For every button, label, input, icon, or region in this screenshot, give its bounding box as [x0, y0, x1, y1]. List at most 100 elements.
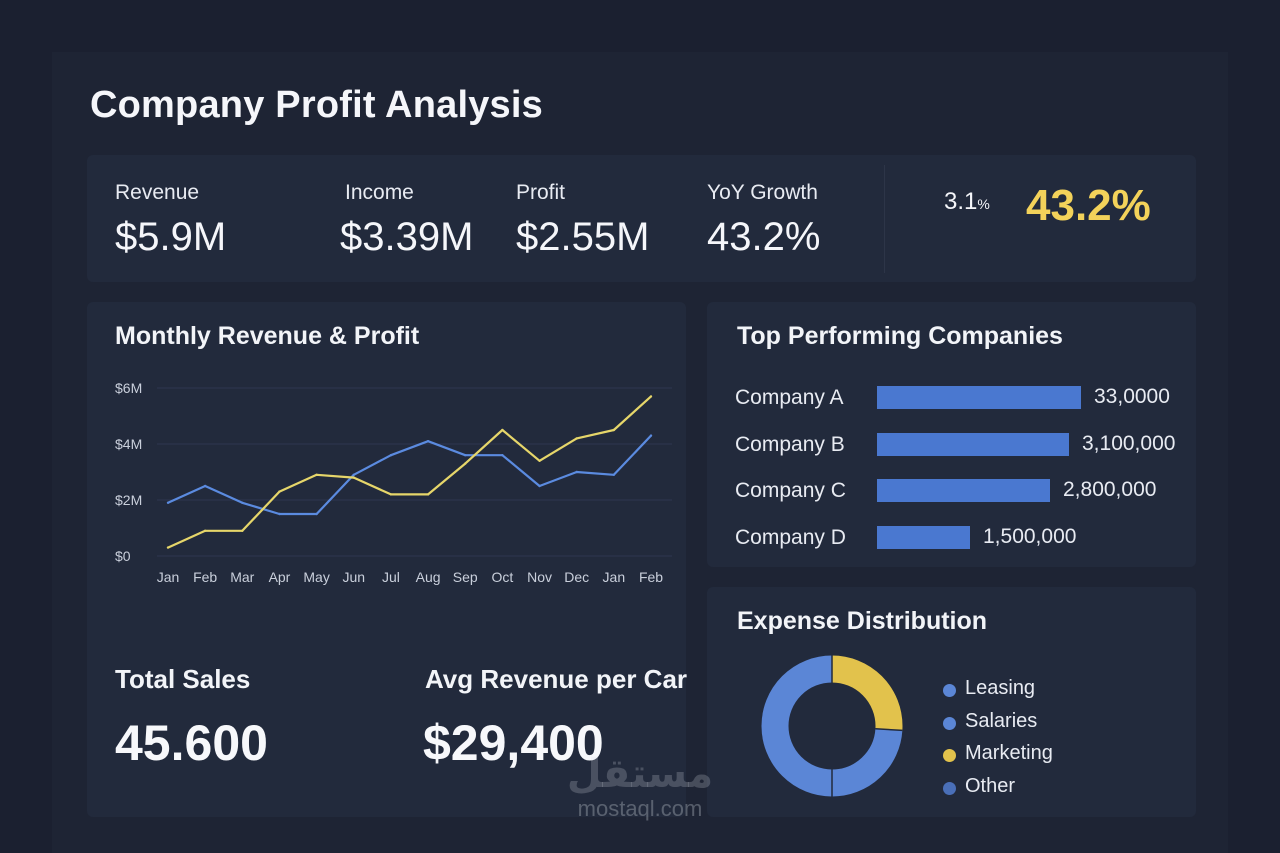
- legend-label: Leasing: [965, 677, 1036, 699]
- kpi-label: Profit: [516, 181, 566, 204]
- top-companies-panel: Top Performing Companies Company A 33,000…: [707, 302, 1196, 567]
- chart-title: Monthly Revenue & Profit: [115, 322, 420, 350]
- company-value: 2,800,000: [1063, 478, 1157, 501]
- kpi-bar: Revenue $5.9M Income $3.39M Profit $2.55…: [87, 155, 1196, 282]
- company-bar: [877, 479, 1050, 502]
- series-point: [203, 484, 207, 488]
- series-point: [649, 395, 653, 398]
- series-point: [538, 484, 541, 488]
- series-point: [241, 529, 244, 532]
- y-tick-label: $4M: [115, 436, 142, 452]
- company-value: 33,0000: [1094, 385, 1170, 408]
- watermark-url: mostaql.com: [577, 796, 703, 821]
- x-tick-label: May: [303, 569, 329, 585]
- series-point: [278, 490, 281, 493]
- series-line-2: [167, 395, 652, 549]
- kpi-value: 43.2%: [707, 215, 821, 259]
- x-tick-label: Feb: [193, 569, 217, 585]
- page-title: Company Profit Analysis: [90, 84, 543, 126]
- x-tick-label: Feb: [639, 569, 663, 585]
- x-tick-label: Oct: [491, 569, 513, 585]
- company-name: Company A: [735, 386, 844, 409]
- company-value: 1,500,000: [983, 524, 1077, 548]
- x-tick-label: Mar: [230, 569, 254, 585]
- monthly-chart-panel: Monthly Revenue & Profit $0 $2M $4M $6M Jan F…: [87, 302, 688, 817]
- donut-segments: [761, 655, 903, 797]
- x-tick-label: Jan: [603, 569, 626, 585]
- avg-revenue-label: Avg Revenue per Car: [425, 664, 688, 694]
- legend-dot: [943, 781, 956, 795]
- series-point: [649, 434, 653, 437]
- series-line-1: [167, 434, 652, 516]
- expense-panel: Expense Distribution Leasing Salaries Mark…: [707, 587, 1196, 817]
- x-tick-label: Jun: [342, 569, 365, 585]
- series-point: [315, 512, 318, 516]
- series-point: [501, 428, 504, 432]
- y-tick-label: $0: [115, 548, 131, 564]
- series-point: [241, 501, 244, 504]
- company-value: 3,100,000: [1082, 431, 1176, 455]
- x-tick-label: Jan: [157, 569, 180, 585]
- y-tick-label: $2M: [115, 492, 142, 508]
- series-point: [426, 493, 430, 496]
- series-point: [166, 501, 170, 504]
- company-name: Company B: [735, 432, 845, 456]
- kpi-value: $5.9M: [115, 215, 227, 259]
- company-row: Company B 3,100,000: [707, 427, 1196, 467]
- company-bar: [877, 432, 1069, 456]
- series-point: [575, 470, 578, 474]
- expense-title: Expense Distribution: [737, 607, 988, 635]
- series-point: [612, 428, 616, 432]
- company-name: Company D: [735, 525, 846, 549]
- y-tick-label: $6M: [115, 380, 142, 396]
- series-point: [575, 437, 578, 440]
- total-sales-value: 45.600: [115, 715, 268, 771]
- expense-donut-chart: [761, 655, 903, 797]
- legend-label: Salaries: [965, 709, 1038, 732]
- series-point: [203, 529, 207, 532]
- kpi-divider: [884, 165, 885, 273]
- avg-revenue-value: $29,400: [423, 715, 604, 771]
- x-tick-label: Jul: [382, 569, 400, 585]
- x-tick-label: Aug: [416, 569, 441, 585]
- company-bar: [877, 386, 1081, 409]
- kpi-label: Revenue: [115, 181, 200, 204]
- series-point: [612, 473, 616, 476]
- series-point: [352, 473, 355, 476]
- series-point: [389, 493, 393, 496]
- company-name: Company C: [735, 479, 846, 502]
- legend-dot: [943, 716, 956, 730]
- series-point: [278, 512, 281, 516]
- top-companies-title: Top Performing Companies: [737, 322, 1063, 350]
- kpi-label: YoY Growth: [707, 181, 818, 204]
- legend-dot: [943, 749, 956, 762]
- series-point: [352, 476, 355, 479]
- donut-separator: [875, 727, 903, 732]
- company-row: Company D 1,500,000: [707, 520, 1196, 560]
- x-tick-label: Apr: [269, 569, 291, 585]
- kpi-highlight-value: 43.2%: [1026, 181, 1151, 230]
- total-sales-label: Total Sales: [115, 664, 251, 694]
- series-point: [464, 462, 467, 465]
- series-point: [538, 459, 541, 462]
- x-tick-label: Nov: [527, 569, 552, 585]
- kpi-small-value: 3.1%: [944, 188, 990, 216]
- kpi-value: $3.39M: [340, 215, 474, 259]
- kpi-small-number: 3.1: [944, 188, 978, 215]
- series-point: [389, 454, 393, 457]
- x-tick-label: Dec: [564, 569, 589, 585]
- series-point: [426, 440, 430, 443]
- watermark: مستقل mostaql.com: [560, 752, 720, 822]
- kpi-small-unit: %: [977, 196, 990, 212]
- company-row: Company C 2,800,000: [707, 473, 1196, 513]
- kpi-value: $2.55M: [516, 215, 650, 259]
- watermark-logo: مستقل: [566, 751, 714, 797]
- x-tick-label: Sep: [453, 569, 478, 585]
- series-point: [166, 546, 170, 549]
- series-point: [464, 454, 467, 457]
- monthly-line-chart: $0 $2M $4M $6M Jan Feb Mar Apr May Jun Jul Aug Sep Oc…: [115, 380, 672, 585]
- kpi-label: Income: [345, 181, 414, 204]
- legend-label: Marketing: [965, 742, 1053, 764]
- series-point: [315, 473, 318, 476]
- series-point: [501, 454, 504, 457]
